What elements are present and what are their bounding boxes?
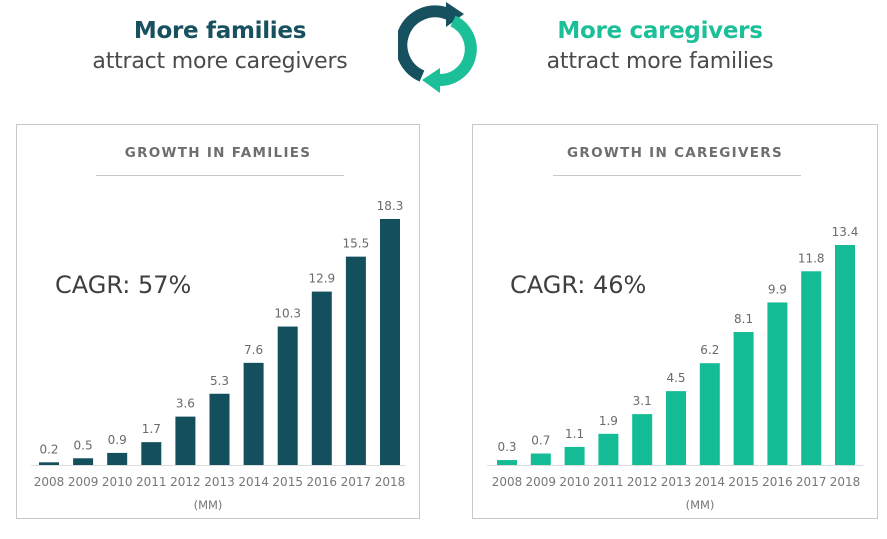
bar-caregivers-2016 — [767, 302, 788, 465]
bar-caregivers-2014 — [699, 363, 720, 465]
bar-families-2014 — [243, 362, 264, 465]
cycle-arrowhead-families — [446, 2, 464, 27]
bar-families-2015 — [277, 326, 298, 465]
x-tick-label: 2015 — [272, 475, 303, 489]
bar-families-2009 — [73, 458, 94, 465]
value-label: 1.1 — [565, 427, 584, 441]
x-tick-label: 2016 — [762, 475, 793, 489]
value-label: 7.6 — [244, 343, 263, 357]
headline-caregivers-subtitle: attract more families — [546, 49, 774, 74]
x-tick-label: 2017 — [796, 475, 827, 489]
bar-caregivers-2013 — [666, 391, 686, 465]
chart-panel-families: GROWTH IN FAMILIES CAGR: 57% 0.2 2008 0.5 2… — [16, 124, 420, 519]
x-tick-label: 2018 — [375, 475, 406, 489]
value-label: 9.9 — [768, 282, 787, 296]
headline-caregivers: More caregivers attract more families — [480, 16, 840, 78]
headline-families-subtitle: attract more caregivers — [92, 49, 348, 74]
chart-title-caregivers: GROWTH IN CAREGIVERS — [567, 145, 783, 161]
x-axis-unit-label: (MM) — [194, 498, 223, 512]
x-tick-label: 2012 — [170, 475, 201, 489]
value-label: 15.5 — [343, 237, 370, 251]
bar-families-2011 — [141, 442, 162, 465]
x-tick-label: 2008 — [492, 475, 523, 489]
x-tick-label: 2009 — [68, 475, 99, 489]
value-label: 1.9 — [599, 414, 618, 428]
cycle-arc-caregivers — [437, 15, 477, 87]
value-label: 10.3 — [274, 307, 301, 321]
value-label: 13.4 — [832, 225, 859, 239]
bar-caregivers-2011 — [598, 433, 619, 465]
bar-families-2016 — [311, 291, 332, 465]
cycle-arc-families — [398, 5, 451, 82]
bar-families-2010 — [107, 452, 128, 465]
headline-families: More families attract more caregivers — [40, 16, 400, 78]
cycle-arrowhead-caregivers — [422, 68, 440, 93]
chart-panel-caregivers: GROWTH IN CAREGIVERS CAGR: 46% 0.3 2008 0.… — [472, 124, 878, 519]
title-divider — [553, 175, 801, 176]
x-tick-label: 2014 — [695, 475, 726, 489]
value-label: 0.7 — [531, 434, 550, 448]
x-tick-label: 2012 — [627, 475, 658, 489]
headline-families-title: More families — [133, 18, 307, 44]
bar-chart-caregivers: 0.3 2008 0.7 2009 1.1 2010 1.9 2011 3.1 2012 4.5 20… — [487, 225, 863, 512]
bar-families-2012 — [175, 416, 196, 465]
value-label: 8.1 — [734, 312, 753, 326]
value-label: 0.3 — [497, 440, 516, 454]
value-label: 11.8 — [798, 251, 825, 265]
value-label: 4.5 — [666, 371, 685, 385]
x-tick-label: 2011 — [136, 475, 167, 489]
cagr-families: CAGR: 57% — [55, 271, 192, 299]
headline-caregivers-title: More caregivers — [557, 18, 763, 44]
bar-caregivers-2012 — [632, 414, 653, 465]
value-label: 0.9 — [108, 433, 127, 447]
bar-caregivers-2008 — [497, 460, 517, 465]
value-label: 5.3 — [210, 374, 229, 388]
x-tick-label: 2010 — [559, 475, 590, 489]
cagr-caregivers: CAGR: 46% — [510, 271, 647, 299]
x-tick-label: 2009 — [526, 475, 557, 489]
bar-families-2008 — [39, 462, 59, 465]
value-label: 18.3 — [377, 199, 404, 213]
x-tick-label: 2013 — [204, 475, 235, 489]
value-label: 12.9 — [308, 272, 335, 286]
bar-caregivers-2009 — [530, 453, 551, 465]
bar-caregivers-2017 — [801, 271, 822, 465]
bar-caregivers-2018 — [835, 245, 855, 465]
x-tick-label: 2008 — [34, 475, 65, 489]
title-divider — [96, 175, 344, 176]
bar-chart-families: 0.2 2008 0.5 2009 0.9 2010 1.7 2011 3.6 2012 5.3 20… — [31, 199, 406, 512]
refresh-cycle-icon — [398, 2, 477, 93]
x-tick-label: 2014 — [238, 475, 269, 489]
value-label: 0.2 — [39, 442, 58, 456]
bar-caregivers-2010 — [564, 446, 585, 465]
x-tick-label: 2016 — [307, 475, 338, 489]
x-axis-unit-label: (MM) — [686, 498, 715, 512]
x-tick-label: 2018 — [830, 475, 861, 489]
value-label: 3.1 — [633, 394, 652, 408]
chart-title-families: GROWTH IN FAMILIES — [124, 145, 312, 161]
bar-families-2013 — [209, 393, 230, 465]
x-tick-label: 2015 — [728, 475, 759, 489]
value-label: 1.7 — [142, 422, 161, 436]
x-tick-label: 2017 — [341, 475, 372, 489]
x-tick-label: 2010 — [102, 475, 133, 489]
value-label: 6.2 — [700, 343, 719, 357]
value-label: 0.5 — [74, 438, 93, 452]
x-tick-label: 2011 — [593, 475, 624, 489]
value-label: 3.6 — [176, 397, 195, 411]
x-tick-label: 2013 — [661, 475, 692, 489]
bar-caregivers-2015 — [733, 332, 754, 465]
bar-families-2018 — [380, 219, 400, 465]
bar-families-2017 — [345, 256, 366, 465]
